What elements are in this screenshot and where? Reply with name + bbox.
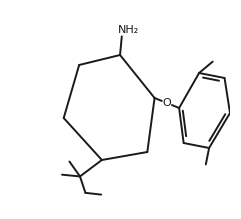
Text: NH₂: NH₂ — [118, 25, 139, 35]
Text: O: O — [162, 98, 171, 108]
